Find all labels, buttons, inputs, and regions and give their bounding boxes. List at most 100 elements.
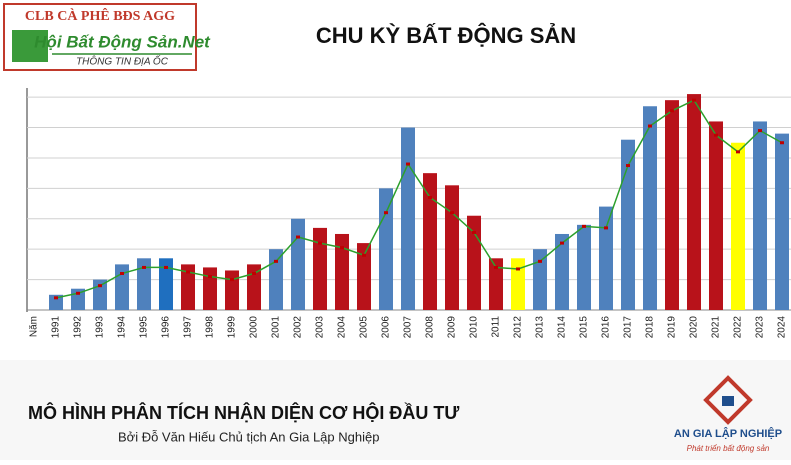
bar [181, 264, 195, 310]
site-tagline: THÔNG TIN ĐỊA ỐC [76, 55, 169, 68]
x-tick-label: 2018 [645, 316, 656, 339]
bar [335, 233, 349, 310]
x-tick-label: 2008 [425, 316, 436, 339]
bar [687, 94, 701, 311]
trend-marker [472, 230, 476, 234]
trend-marker [648, 124, 652, 128]
x-tick-label: 2001 [271, 316, 282, 339]
trend-marker [120, 272, 124, 276]
brand-name: AN GIA LẬP NGHIỆP [674, 427, 782, 440]
x-tick-label: 1993 [95, 316, 106, 339]
x-tick-label: 2019 [667, 316, 678, 339]
x-tick-label: 1994 [117, 316, 128, 339]
bar [665, 100, 679, 310]
x-tick-label: 2007 [403, 316, 414, 339]
trend-marker [54, 296, 58, 300]
bar [379, 188, 393, 310]
brand-icon [703, 375, 753, 425]
bar [643, 106, 657, 310]
bar [511, 258, 525, 310]
trend-marker [604, 226, 608, 230]
bar [709, 121, 723, 310]
footer-byline: Bởi Đỗ Văn Hiếu Chủ tịch An Gia Lập Nghi… [118, 429, 379, 444]
x-tick-label: 2012 [513, 316, 524, 339]
x-tick-label: 2023 [755, 316, 766, 339]
x-tick-label: 2017 [623, 316, 634, 339]
bar [313, 227, 327, 310]
trend-line [55, 99, 783, 299]
bar [555, 233, 569, 310]
bar [621, 139, 635, 310]
bar [577, 224, 591, 310]
trend-marker [164, 265, 168, 269]
bar [731, 142, 745, 310]
bar [775, 133, 789, 310]
trend-marker [76, 291, 80, 295]
trend-marker [450, 211, 454, 215]
bar [225, 270, 239, 310]
trend-marker [340, 246, 344, 250]
x-tick-label: 2020 [689, 316, 700, 339]
x-tick-label: 1996 [161, 316, 172, 339]
bar [489, 258, 503, 310]
trend-marker [780, 141, 784, 145]
x-tick-label: 2013 [535, 316, 546, 339]
x-tick-label: 2022 [733, 316, 744, 339]
club-name: CLB CÀ PHÊ BĐS AGG [25, 7, 175, 24]
bar [137, 258, 151, 310]
bar [93, 279, 107, 310]
trend-marker [208, 275, 212, 279]
trend-marker [736, 150, 740, 154]
x-tick-label: 1995 [139, 316, 150, 339]
footer-band [0, 360, 791, 460]
x-tick-label: 1997 [183, 316, 194, 339]
x-tick-label: 2005 [359, 316, 370, 339]
trend-marker [626, 164, 630, 168]
logo-icon [12, 30, 48, 62]
x-tick-label: 2010 [469, 316, 480, 339]
bar [291, 218, 305, 310]
bar [269, 249, 283, 310]
trend-marker [186, 270, 190, 274]
trend-marker [582, 224, 586, 228]
bar [401, 127, 415, 311]
x-tick-label: 2015 [579, 316, 590, 339]
x-tick-label: 2002 [293, 316, 304, 339]
trend-marker [274, 259, 278, 263]
x-tick-label: 1998 [205, 316, 216, 339]
chart-title: CHU KỲ BẤT ĐỘNG SẢN [316, 23, 576, 48]
trend-marker [142, 265, 146, 269]
trend-marker [384, 211, 388, 215]
bar [753, 121, 767, 310]
bar [467, 215, 481, 310]
x-tick-label: 2014 [557, 316, 568, 339]
trend-marker [362, 253, 366, 257]
trend-marker [230, 278, 234, 282]
x-tick-label: Năm [29, 316, 40, 337]
x-tick-label: 2016 [601, 316, 612, 339]
trend-marker [758, 129, 762, 133]
x-tick-label: 1991 [51, 316, 62, 339]
x-tick-label: 2009 [447, 316, 458, 339]
brand-icon-house [722, 396, 734, 406]
trend-marker [98, 284, 102, 288]
x-tick-label: 2021 [711, 316, 722, 339]
trend-marker [560, 241, 564, 245]
brand-tagline: Phát triển bất động sản [687, 444, 770, 453]
x-tick-label: 2003 [315, 316, 326, 339]
trend-marker [692, 98, 696, 102]
bar [203, 267, 217, 310]
bar [357, 243, 371, 310]
site-name: Hội Bất Động Sản.Net [34, 32, 211, 51]
bar [159, 258, 173, 310]
bar [423, 173, 437, 310]
bar [247, 264, 261, 310]
bar [445, 185, 459, 310]
x-tick-label: 2004 [337, 316, 348, 339]
footer-headline: MÔ HÌNH PHÂN TÍCH NHẬN DIỆN CƠ HỘI ĐẦU T… [28, 402, 459, 423]
x-tick-label: 2024 [777, 316, 788, 339]
x-tick-label: 2011 [491, 316, 502, 338]
trend-marker [406, 162, 410, 166]
trend-marker [714, 133, 718, 137]
